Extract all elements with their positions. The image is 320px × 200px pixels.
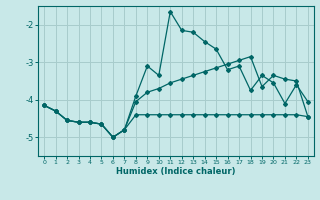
X-axis label: Humidex (Indice chaleur): Humidex (Indice chaleur) — [116, 167, 236, 176]
